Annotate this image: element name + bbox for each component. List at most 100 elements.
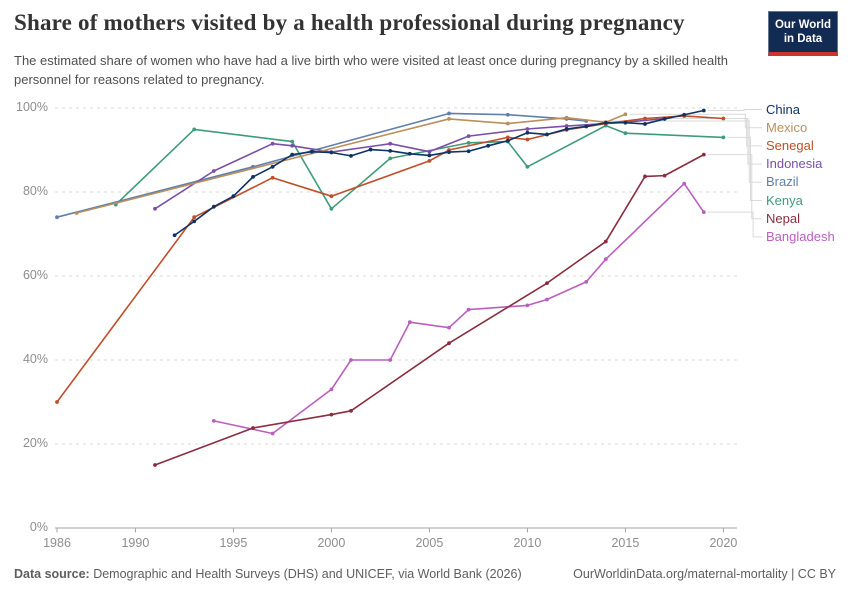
data-point-china-2001 — [349, 153, 353, 158]
page-title: Share of mothers visited by a health pro… — [14, 10, 685, 35]
data-point-bangladesh-1994 — [211, 419, 216, 423]
data-point-nepal-2014 — [603, 239, 608, 244]
data-point-china-2013 — [584, 124, 589, 129]
data-point-china-2006 — [447, 150, 451, 155]
data-point-kenya-2010 — [525, 164, 530, 169]
x-tick-label-2015: 2015 — [611, 536, 640, 550]
data-point-mexico-2006 — [447, 117, 451, 121]
data-point-china-2012 — [564, 127, 569, 131]
legend-item-mexico[interactable]: Mexico — [766, 119, 808, 135]
series-line-senegal[interactable] — [55, 114, 726, 404]
legend-item-brazil[interactable]: Brazil — [766, 174, 799, 190]
legend-item-senegal[interactable]: Senegal — [766, 137, 814, 153]
data-point-china-2008 — [486, 143, 491, 148]
data-point-mexico-1987 — [74, 211, 79, 215]
data-point-bangladesh-2004 — [407, 320, 412, 325]
owid-logo-line2: in Data — [783, 33, 823, 46]
x-tick-label-2005: 2005 — [415, 536, 444, 550]
series-line-kenya[interactable] — [113, 123, 726, 211]
data-point-brazil-1986 — [55, 215, 59, 220]
data-point-nepal-2000 — [329, 412, 334, 417]
data-point-nepal-1991 — [153, 463, 157, 467]
data-point-bangladesh-2011 — [545, 297, 549, 302]
data-point-nepal-2019 — [701, 152, 706, 157]
data-point-bangladesh-2010 — [525, 303, 530, 308]
legend-item-indonesia[interactable]: Indonesia — [766, 156, 823, 172]
y-tick-label-100%: 100% — [16, 100, 48, 114]
data-point-nepal-2001 — [349, 408, 353, 413]
data-point-china-2018 — [682, 112, 687, 117]
license-badge: CC BY — [797, 567, 836, 581]
data-point-kenya-2003 — [388, 156, 393, 161]
series-line-indonesia[interactable] — [153, 116, 667, 211]
data-point-china-2016 — [643, 122, 647, 126]
data-point-indonesia-2005 — [427, 149, 432, 154]
data-point-brazil-2006 — [447, 111, 451, 116]
data-point-bangladesh-2003 — [388, 358, 393, 362]
data-point-bangladesh-2001 — [349, 358, 353, 362]
series-line-mexico[interactable] — [74, 112, 628, 215]
legend-item-nepal[interactable]: Nepal — [766, 210, 800, 226]
legend-connector-indonesia — [668, 118, 762, 165]
x-tick-label-1986: 1986 — [43, 536, 71, 550]
data-point-china-2017 — [662, 117, 667, 121]
data-point-china-2010 — [525, 130, 530, 135]
data-point-brazil-2009 — [505, 112, 510, 117]
data-point-bangladesh-2019 — [701, 210, 706, 215]
data-point-indonesia-1998 — [290, 143, 295, 148]
data-point-indonesia-1997 — [270, 141, 275, 146]
legend-connector-bangladesh — [707, 211, 762, 238]
owid-url-link[interactable]: OurWorldinData.org/maternal-mortality — [573, 567, 788, 581]
data-point-china-1997 — [270, 164, 275, 169]
data-point-kenya-2020 — [721, 135, 726, 140]
data-point-mexico-2015 — [623, 112, 628, 117]
y-tick-label-60%: 60% — [22, 268, 48, 282]
series-line-brazil[interactable] — [55, 111, 589, 220]
data-point-senegal-2009 — [505, 135, 510, 140]
chart-footer: Data source: Demographic and Health Surv… — [14, 567, 836, 581]
x-tick-label-2020: 2020 — [709, 536, 738, 550]
data-point-china-2015 — [623, 120, 628, 125]
data-point-indonesia-1994 — [211, 169, 216, 173]
data-point-kenya-2015 — [623, 131, 628, 136]
data-point-mexico-2012 — [564, 115, 569, 120]
y-tick-label-80%: 80% — [22, 184, 48, 198]
data-point-nepal-2017 — [662, 173, 667, 178]
data-point-china-2009 — [505, 138, 510, 143]
data-point-senegal-1986 — [55, 400, 59, 404]
data-point-kenya-1998 — [290, 139, 295, 144]
series-line-bangladesh[interactable] — [211, 181, 706, 436]
owid-logo-line1: Our World — [774, 19, 831, 31]
data-source-note: Data source: Demographic and Health Surv… — [14, 567, 522, 581]
data-point-senegal-1993 — [192, 215, 197, 220]
data-point-bangladesh-1997 — [270, 431, 275, 436]
series-line-china[interactable] — [172, 108, 706, 238]
x-tick-label-1990: 1990 — [121, 536, 150, 550]
data-point-china-1995 — [231, 194, 236, 199]
line-path-bangladesh — [213, 182, 705, 435]
legend-connector-kenya — [727, 136, 762, 201]
legend-item-bangladesh[interactable]: Bangladesh — [766, 228, 835, 244]
data-point-indonesia-2010 — [525, 127, 530, 131]
data-point-bangladesh-2007 — [466, 307, 471, 312]
owid-logo[interactable]: Our World in Data — [768, 11, 838, 56]
data-point-china-2000 — [329, 150, 334, 155]
line-path-china — [174, 109, 704, 236]
legend-item-china[interactable]: China — [766, 101, 800, 117]
data-point-indonesia-2007 — [466, 134, 471, 139]
x-tick-label-1995: 1995 — [219, 536, 248, 550]
series-line-nepal[interactable] — [153, 152, 706, 467]
legend-item-kenya[interactable]: Kenya — [766, 192, 803, 208]
data-point-china-2007 — [466, 149, 471, 154]
data-point-indonesia-2003 — [388, 141, 393, 146]
line-path-mexico — [76, 113, 626, 214]
data-point-china-1993 — [192, 219, 197, 224]
chart-subtitle: The estimated share of women who have ha… — [14, 53, 728, 87]
data-point-china-2005 — [427, 153, 432, 158]
data-point-bangladesh-2018 — [682, 181, 687, 186]
line-path-brazil — [56, 112, 587, 218]
data-point-china-2002 — [368, 147, 373, 152]
data-point-bangladesh-2013 — [584, 279, 589, 284]
